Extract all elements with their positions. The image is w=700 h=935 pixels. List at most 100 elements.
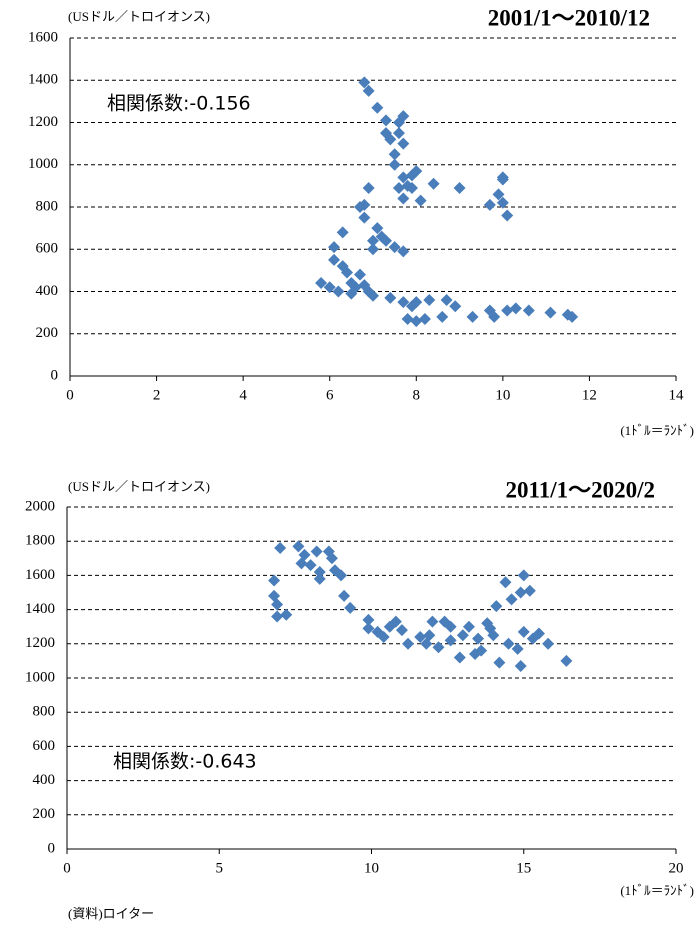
x-tick-label: 12 <box>582 387 597 403</box>
point <box>341 266 354 279</box>
point <box>323 281 336 294</box>
point <box>395 624 408 637</box>
point <box>328 241 341 254</box>
point <box>295 557 308 570</box>
point <box>410 296 423 309</box>
point <box>509 302 522 315</box>
point <box>426 615 439 628</box>
point <box>472 632 485 645</box>
point <box>362 613 375 626</box>
point <box>379 234 392 247</box>
x-tick-label: 14 <box>669 387 685 403</box>
point <box>344 601 357 614</box>
point <box>268 574 281 587</box>
y-tick-label: 1000 <box>25 669 55 685</box>
point <box>483 198 496 211</box>
point <box>358 211 371 224</box>
point <box>377 630 390 643</box>
point <box>514 660 527 673</box>
x-tick-label: 10 <box>495 387 510 403</box>
point <box>493 656 506 669</box>
point <box>501 209 514 222</box>
point <box>523 584 536 597</box>
point <box>517 625 530 638</box>
point <box>544 306 557 319</box>
point <box>418 312 431 325</box>
point <box>492 188 505 201</box>
annotation: 相関係数:-0.156 <box>107 93 251 115</box>
y-tick-label: 1800 <box>25 533 55 549</box>
point <box>397 192 410 205</box>
y-tick-label: 1400 <box>28 72 58 88</box>
x-tick-label: 8 <box>413 387 421 403</box>
point <box>440 293 453 306</box>
point <box>367 289 379 302</box>
x-tick-label: 20 <box>669 860 684 876</box>
point <box>335 569 348 582</box>
point <box>522 304 535 317</box>
y-tick-label: 2000 <box>25 498 55 514</box>
annotation: 相関係数:-0.643 <box>113 751 257 773</box>
point <box>502 637 515 650</box>
point <box>392 181 405 194</box>
point <box>338 589 351 602</box>
point <box>469 648 482 661</box>
point <box>358 198 371 211</box>
point <box>517 569 530 582</box>
point <box>362 181 375 194</box>
point <box>505 593 518 606</box>
y-tick-label: 200 <box>36 325 59 341</box>
point <box>388 158 401 171</box>
y-tick-label: 1600 <box>28 29 58 45</box>
point <box>410 315 423 328</box>
y-tick-label: 0 <box>51 367 59 383</box>
point <box>304 559 317 572</box>
point <box>397 137 410 150</box>
x-tick-label: 5 <box>216 860 224 876</box>
x-tick-label: 6 <box>326 387 334 403</box>
point <box>449 300 462 313</box>
x-tick-label: 10 <box>364 860 379 876</box>
point <box>453 181 466 194</box>
point <box>488 310 501 323</box>
point <box>423 629 436 642</box>
y-tick-label: 400 <box>33 772 56 788</box>
point <box>310 545 323 558</box>
x-tick-label: 15 <box>516 860 531 876</box>
point <box>532 627 545 640</box>
point <box>444 634 457 647</box>
chart-title: 2001/1〜2010/12 <box>488 5 650 30</box>
source: (資料)ロイター <box>68 906 154 921</box>
y-tick-label: 400 <box>36 283 59 299</box>
y-tick-label: 200 <box>33 806 56 822</box>
point <box>367 234 379 247</box>
point <box>371 101 384 114</box>
point <box>384 291 397 304</box>
point <box>271 598 284 611</box>
point <box>444 620 457 633</box>
chart-title: 2011/1〜2020/2 <box>505 477 655 502</box>
point <box>405 181 418 194</box>
point <box>496 171 509 184</box>
y-tick-label: 1200 <box>28 114 58 130</box>
point <box>325 552 338 565</box>
point <box>315 277 328 290</box>
x-axis-label: (1ﾄﾞﾙ＝ﾗﾝﾄﾞ) <box>620 883 694 898</box>
point <box>397 245 410 258</box>
point <box>388 241 401 254</box>
point <box>514 586 527 599</box>
point <box>560 654 573 667</box>
y-tick-label: 1600 <box>25 567 55 583</box>
x-tick-label: 0 <box>63 860 71 876</box>
point <box>499 576 512 589</box>
point <box>501 304 514 317</box>
point <box>427 177 440 190</box>
point <box>496 196 509 209</box>
point <box>345 287 358 300</box>
point <box>313 572 326 585</box>
point <box>453 651 466 664</box>
x-tick-label: 2 <box>153 387 161 403</box>
point <box>313 565 326 578</box>
point <box>466 310 479 323</box>
